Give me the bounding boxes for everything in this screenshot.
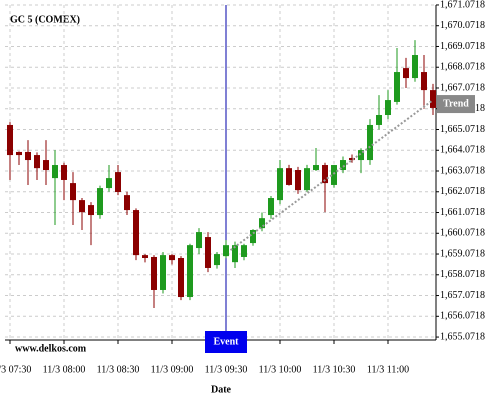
candle-body xyxy=(88,205,94,216)
candle-body xyxy=(295,170,301,191)
y-tick-label: 1,669.0718 xyxy=(440,41,485,52)
candle-body xyxy=(313,165,319,171)
candle-body xyxy=(142,255,148,259)
x-tick-label: 11/3 10:30 xyxy=(313,364,356,375)
y-tick-label: 1,655.0718 xyxy=(440,331,485,342)
candle-body xyxy=(151,256,157,290)
x-tick-label: 11/3 08:00 xyxy=(43,364,86,375)
x-tick-label: 11/3 10:00 xyxy=(259,364,302,375)
candle-body xyxy=(331,165,337,185)
y-tick-label: 1,661.0718 xyxy=(440,207,485,218)
candle-body xyxy=(259,218,265,229)
event-label: Event xyxy=(214,336,240,347)
candle-body xyxy=(160,255,166,290)
candle-body xyxy=(340,160,346,171)
candle-body xyxy=(421,72,427,91)
y-tick-label: 1,665.0718 xyxy=(440,124,485,135)
candle-body xyxy=(349,157,355,161)
x-tick-label: 11/3 09:30 xyxy=(205,364,248,375)
candle-body xyxy=(115,172,121,193)
candle-body xyxy=(205,237,211,268)
candle-body xyxy=(196,232,202,249)
candle-body xyxy=(52,165,58,179)
trend-box xyxy=(437,95,475,114)
y-tick-label: 1,668.0718 xyxy=(440,62,485,73)
candle-body xyxy=(61,165,67,180)
candle-body xyxy=(385,100,391,116)
trend-label: Trend xyxy=(443,98,469,109)
x-tick-label: 11/3 08:30 xyxy=(97,364,140,375)
candle-body xyxy=(79,200,85,213)
y-tick-label: 1,656.0718 xyxy=(440,311,485,322)
x-tick-label: 11/3 11:00 xyxy=(367,364,409,375)
y-tick-label: 1,660.0718 xyxy=(440,228,485,239)
candle-body xyxy=(250,229,256,244)
candle-body xyxy=(376,115,382,125)
candle-body xyxy=(214,254,220,266)
candle-body xyxy=(133,210,139,256)
event-box xyxy=(205,331,247,353)
candle-body xyxy=(97,188,103,216)
y-tick-label: 1,657.0718 xyxy=(440,290,485,301)
candle-body xyxy=(403,68,409,79)
candle-body xyxy=(241,245,247,257)
candle-body xyxy=(178,258,184,298)
candle-body xyxy=(106,178,112,189)
x-axis-label: Date xyxy=(211,384,232,395)
watermark: www.delkos.com xyxy=(15,343,87,354)
y-tick-label: 1,671.0718 xyxy=(440,0,485,10)
candle-body xyxy=(7,124,13,156)
y-tick-label: 1,667.0718 xyxy=(440,82,485,93)
candle-body xyxy=(394,72,400,102)
candle-body xyxy=(70,183,76,201)
y-tick-label: 1,664.0718 xyxy=(440,145,485,156)
y-tick-label: 1,659.0718 xyxy=(440,248,485,259)
candle-body xyxy=(223,245,229,257)
candle-body xyxy=(358,150,364,161)
candle-body xyxy=(43,160,49,171)
x-tick-label: 11/3 07:30 xyxy=(0,364,31,375)
y-tick-label: 1,663.0718 xyxy=(440,165,485,176)
candle-body xyxy=(25,151,31,161)
candle-body xyxy=(124,195,130,211)
candle-body xyxy=(430,90,436,108)
candle-body xyxy=(34,155,40,169)
candle-body xyxy=(268,198,274,216)
chart-title: GC 5 (COMEX) xyxy=(10,14,80,25)
candle-body xyxy=(367,124,373,161)
candle-body xyxy=(16,151,22,156)
candle-body xyxy=(412,55,418,79)
candle-body xyxy=(286,168,292,185)
y-tick-label: 1,670.0718 xyxy=(440,20,485,31)
candle-body xyxy=(232,245,238,263)
x-tick-label: 11/3 09:00 xyxy=(151,364,194,375)
candle-body xyxy=(169,255,175,261)
candle-body xyxy=(277,168,283,201)
candle-body xyxy=(304,168,310,191)
candle-body xyxy=(322,165,328,184)
y-tick-label: 1,662.0718 xyxy=(440,186,485,197)
y-tick-label: 1,658.0718 xyxy=(440,269,485,280)
candle-body xyxy=(187,245,193,298)
